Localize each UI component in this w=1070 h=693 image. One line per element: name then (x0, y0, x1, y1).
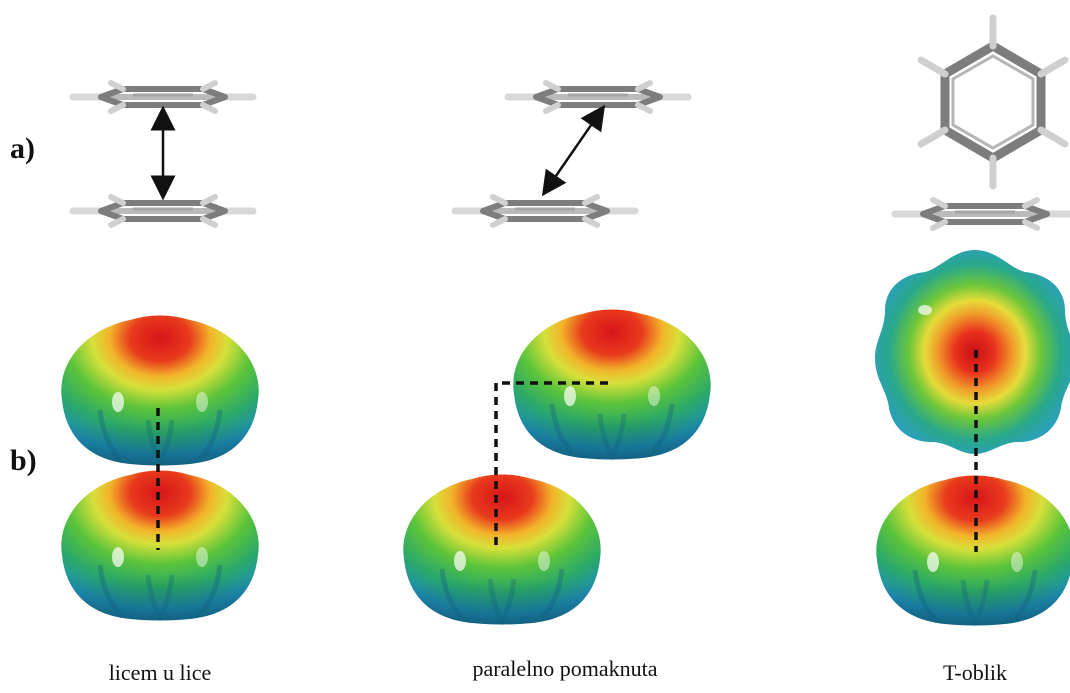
caption-face-to-face: licem u lice (108, 660, 212, 685)
esp-pair-parallel-displaced (403, 310, 710, 625)
distance-arrow (541, 104, 606, 197)
esp-pair-face-to-face (61, 316, 258, 621)
caption-t-shaped: T-oblik (943, 660, 1007, 685)
esp-pair-t-shaped (875, 250, 1070, 626)
molecule-pair-face-to-face (73, 83, 253, 225)
caption-parallel-displaced: paralelno pomaknuta (472, 656, 658, 681)
row-label-a: a) (10, 132, 35, 165)
row-label-b: b) (10, 444, 37, 477)
dashed-line (494, 381, 612, 545)
molecule-pair-t-shaped (895, 14, 1070, 228)
molecule-pair-parallel-displaced (455, 83, 688, 225)
benzene-top-view (917, 14, 1069, 190)
